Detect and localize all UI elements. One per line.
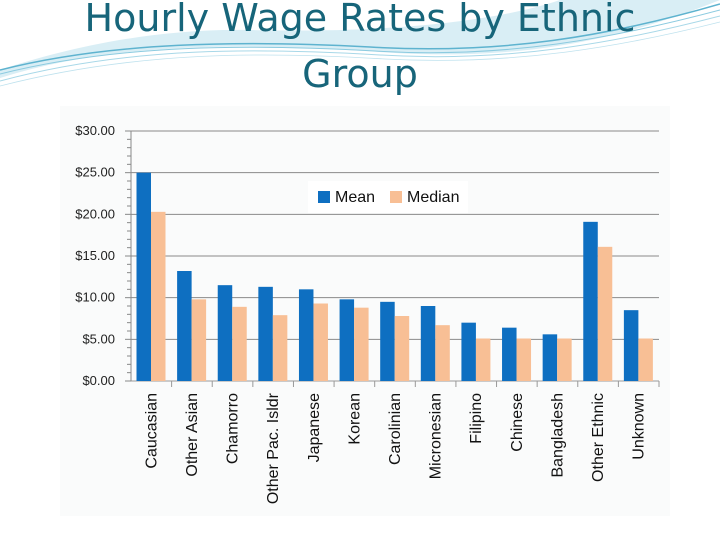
- category-label: Korean: [346, 393, 363, 445]
- bar-median-carolinian: [394, 316, 410, 381]
- y-tick-label: $0.00: [82, 373, 115, 388]
- category-label: Micronesian: [428, 393, 445, 479]
- title-swoosh-decoration: [0, 0, 720, 87]
- bar-median-other-asian: [191, 299, 207, 381]
- bar-mean-korean: [339, 299, 355, 381]
- bar-mean-carolinian: [380, 301, 395, 381]
- category-label: Chinese: [509, 393, 526, 452]
- y-tick-label: $5.00: [82, 331, 115, 346]
- bar-mean-caucasian: [136, 172, 151, 381]
- bar-median-filipino: [475, 338, 491, 381]
- bar-median-caucasian: [151, 211, 166, 381]
- category-label: Chamorro: [225, 393, 242, 464]
- bar-median-micronesian: [435, 325, 450, 381]
- bar-mean-micronesian: [420, 306, 436, 381]
- category-label: Filipino: [468, 393, 485, 444]
- category-label: Other Ethnic: [590, 393, 607, 482]
- category-label: Carolinian: [387, 393, 404, 465]
- legend-swatch-median: [390, 191, 402, 203]
- category-label: Bangladesh: [549, 393, 566, 478]
- chart-panel: $0.00 $5.00 $10.00 $15.00 $20.00 $25.00 $30.00…: [60, 106, 670, 516]
- y-tick-label: $10.00: [75, 290, 115, 305]
- legend-swatch-mean: [318, 191, 330, 203]
- y-tick-label: $30.00: [75, 123, 115, 138]
- bar-median-chinese: [516, 338, 532, 381]
- bar-mean-bangladesh: [542, 334, 558, 381]
- category-label: Caucasian: [143, 393, 160, 469]
- category-label: Other Asian: [184, 393, 201, 477]
- legend-label-mean: Mean: [335, 189, 375, 206]
- bar-median-japanese: [313, 303, 328, 381]
- bar-median-unknown: [638, 338, 653, 381]
- category-label: Japanese: [306, 393, 323, 462]
- y-tick-label: $20.00: [75, 206, 115, 221]
- bar-median-other-pac-isldr: [272, 315, 288, 381]
- bar-median-korean: [354, 307, 369, 381]
- legend-label-median: Median: [407, 189, 459, 206]
- slide-title: Hourly Wage Rates by Ethnic Group: [84, 0, 636, 96]
- bar-mean-filipino: [461, 322, 476, 381]
- bar-mean-other-pac-isldr: [258, 286, 273, 381]
- bar-mean-chamorro: [217, 285, 233, 381]
- bar-median-chamorro: [232, 306, 247, 381]
- legend-box: [308, 181, 468, 213]
- category-label: Other Pac. Isldr: [265, 392, 282, 504]
- y-tick-label: $15.00: [75, 248, 115, 263]
- bar-mean-japanese: [298, 289, 314, 381]
- bar-mean-chinese: [502, 327, 517, 381]
- bar-chart: $0.00 $5.00 $10.00 $15.00 $20.00 $25.00 $30.00…: [75, 123, 660, 504]
- bar-mean-other-asian: [177, 271, 192, 381]
- bar-mean-other-ethnic: [583, 221, 598, 381]
- category-label: Unknown: [631, 393, 648, 460]
- y-tick-label: $25.00: [75, 165, 115, 180]
- bar-median-bangladesh: [557, 338, 572, 381]
- bar-median-other-ethnic: [597, 246, 613, 381]
- bar-mean-unknown: [623, 310, 639, 381]
